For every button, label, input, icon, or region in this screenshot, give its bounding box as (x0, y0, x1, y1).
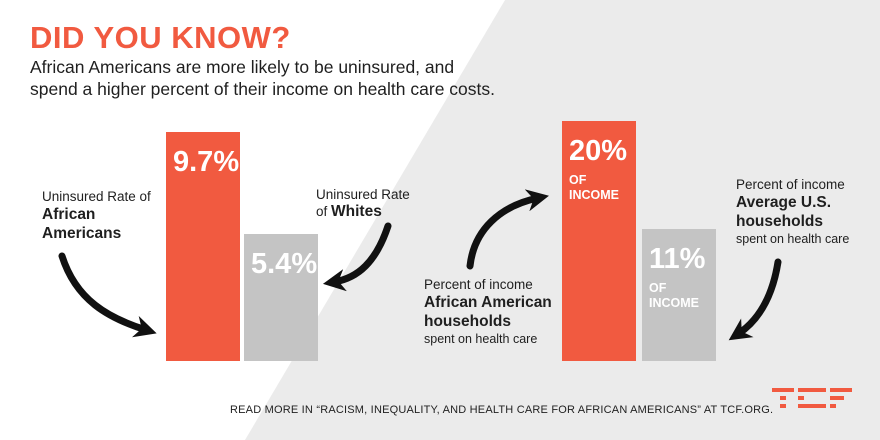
annotation-uninsured-african-americans: Uninsured Rate of African Americans (42, 188, 151, 243)
data-label-suffix-us: OF INCOME (649, 281, 709, 311)
annotation-w-bold: Whites (331, 203, 382, 220)
annotation-aa2-line2: households (424, 313, 511, 330)
annotation-w-line2: of Whites (316, 203, 426, 220)
annotation-us-suffix: spent on health care (736, 232, 850, 246)
data-label-income-us-households: 11% (649, 243, 706, 275)
footer-read-more: READ MORE IN “RACISM, INEQUALITY, AND HE… (230, 404, 774, 416)
data-label-suffix-aa: OF INCOME (569, 173, 629, 203)
annotation-uninsured-whites: Uninsured Rate of Whites (316, 186, 426, 220)
page-subtitle: African Americans are more likely to be … (30, 56, 550, 100)
annotation-income-us: Percent of income Average U.S. household… (736, 176, 876, 248)
annotation-w-prefix: of (316, 204, 328, 219)
annotation-aa2-prefix: Percent of income (424, 277, 533, 292)
annotation-us-prefix: Percent of income (736, 177, 845, 192)
suffix-income-us: INCOME (649, 296, 699, 310)
bar-uninsured-whites: 5.4% (244, 234, 318, 361)
suffix-income-aa: INCOME (569, 188, 619, 202)
subtitle-line-1: African Americans are more likely to be … (30, 57, 455, 77)
annotation-aa-line2: Americans (42, 225, 122, 242)
annotation-aa-prefix: Uninsured Rate of (42, 189, 151, 204)
annotation-aa2-line1: African American (424, 294, 552, 311)
annotation-us-line1: Average U.S. (736, 194, 832, 211)
annotation-w-line1: Uninsured Rate (316, 187, 410, 202)
annotation-aa2-suffix: spent on health care (424, 332, 538, 346)
data-label-income-african-american-households: 20% (569, 135, 628, 167)
suffix-of-us: OF (649, 281, 667, 295)
suffix-of-aa: OF (569, 173, 587, 187)
annotation-income-african-american: Percent of income African American house… (424, 276, 574, 348)
annotation-aa-line1: African (42, 206, 96, 223)
bar-income-african-american-households: 20% OF INCOME (562, 121, 636, 361)
annotation-us-line2: households (736, 213, 823, 230)
tcf-logo-icon (772, 388, 852, 408)
data-label-uninsured-whites: 5.4% (251, 248, 318, 280)
data-label-uninsured-african-americans: 9.7% (173, 146, 240, 178)
bar-income-us-households: 11% OF INCOME (642, 229, 716, 361)
page-title: DID YOU KNOW? (30, 20, 291, 55)
subtitle-line-2: spend a higher percent of their income o… (30, 79, 495, 99)
bar-uninsured-african-americans: 9.7% (166, 132, 240, 361)
